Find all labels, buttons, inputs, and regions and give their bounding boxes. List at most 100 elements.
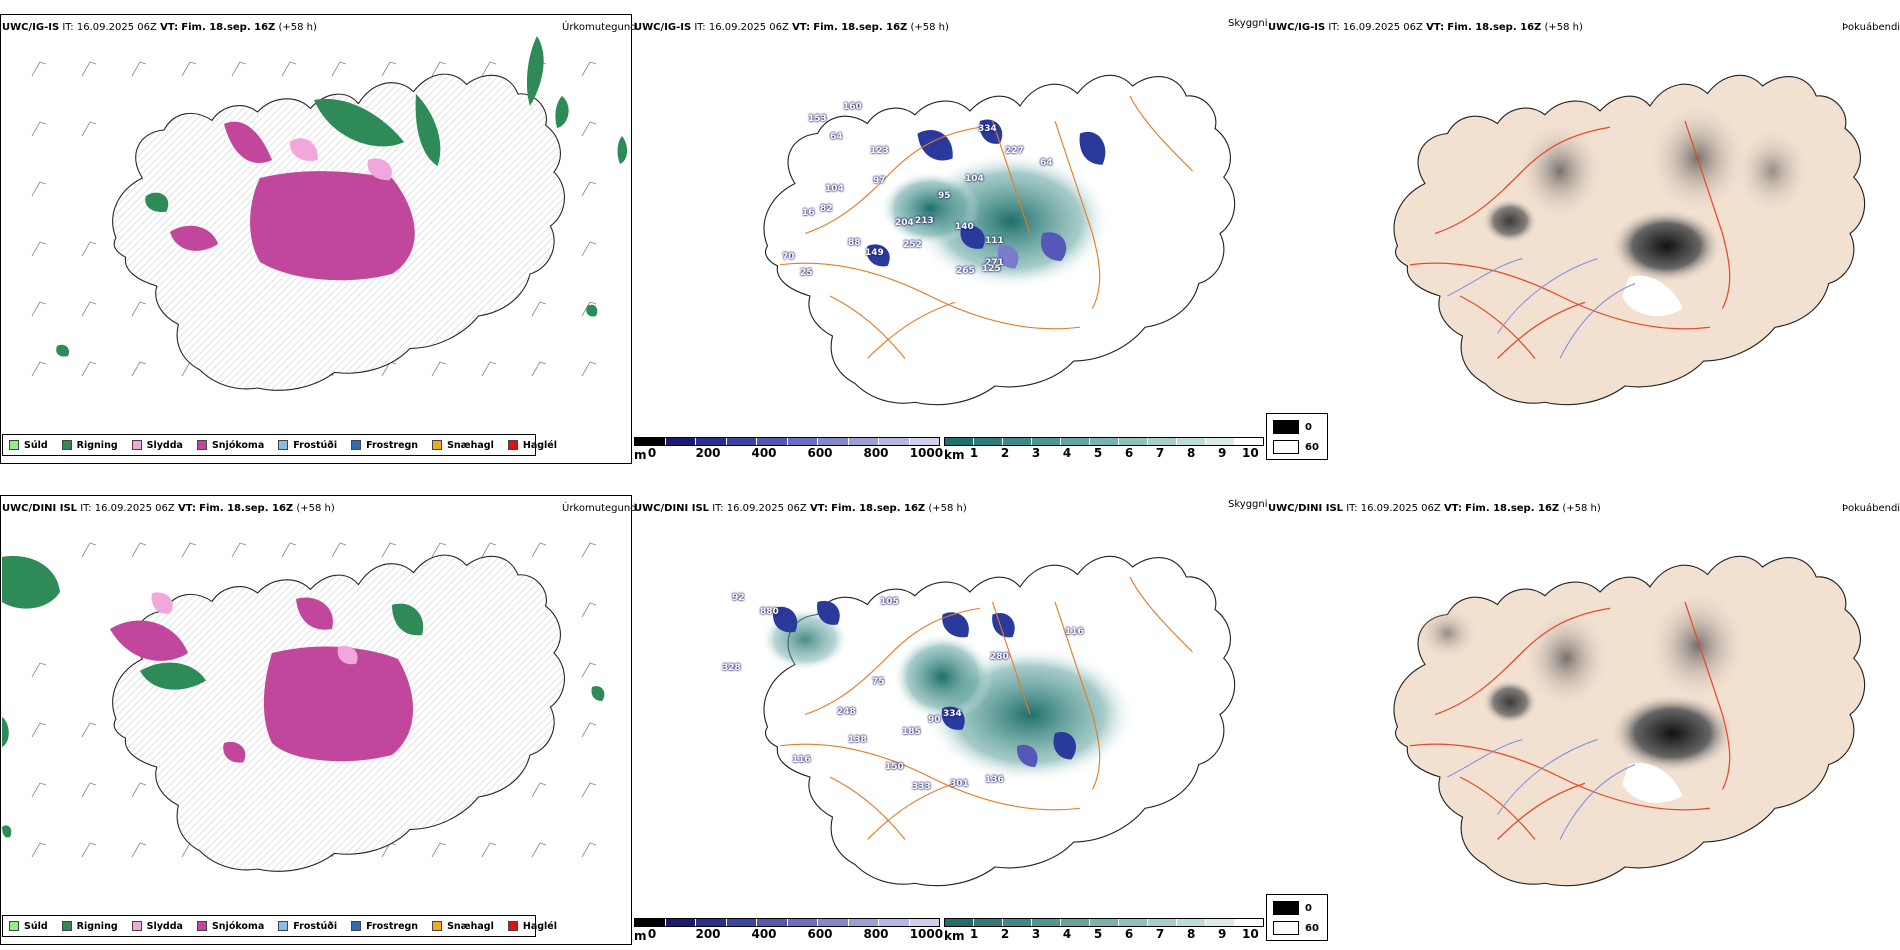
cloud-height-label: 153 [808, 114, 827, 124]
legend-item: Súld [9, 921, 48, 932]
map-fog-top [1393, 74, 1866, 406]
title-cloud-bottom: Skyggni [1228, 499, 1268, 510]
cloud-height-label: 880 [760, 607, 779, 617]
legend-item: Snæhagl [432, 440, 494, 451]
cloud-height-label: 138 [848, 735, 867, 745]
title-precip-bottom: Úrkomutegund [562, 503, 637, 514]
legend-item: Snjókoma [196, 440, 264, 451]
cloud-height-label: 150 [885, 762, 904, 772]
cloud-height-label: 333 [912, 782, 931, 792]
map-cloud-bottom [761, 555, 1236, 887]
height-unit: m [634, 929, 647, 943]
tick: 6 [1124, 927, 1134, 941]
fog-swatch [1273, 921, 1299, 935]
legend-swatch [61, 921, 72, 931]
tick: 8 [1186, 927, 1196, 941]
legend-item: Haglél [507, 440, 557, 451]
visibility-colorbar-cells [944, 437, 1264, 446]
legend-item: Frostregn [351, 440, 418, 451]
legend-item: Frostregn [351, 921, 418, 932]
tick: 3 [1031, 927, 1041, 941]
header-cloud-bottom: UWC/DINI ISL IT: 16.09.2025 06Z VT: Fim.… [634, 503, 967, 514]
precip-legend-bottom: Súld Rigning Slydda Snjókoma Frostúði Fr… [2, 915, 557, 937]
height-colorbar-cells [634, 918, 940, 927]
cloud-height-label: 185 [902, 727, 921, 737]
tick: 10 [1242, 446, 1259, 460]
legend-swatch [351, 440, 362, 450]
tick: 8 [1186, 446, 1196, 460]
height-unit: m [634, 448, 647, 462]
legend-swatch [9, 440, 19, 450]
tick: 5 [1093, 446, 1103, 460]
cloud-height-label: 16 [802, 208, 815, 218]
cloud-height-label: 301 [950, 779, 969, 789]
title-fog-top: Þokuábendi [1842, 22, 1900, 33]
cloud-height-label: 149 [865, 248, 884, 258]
cloud-height-label: 104 [825, 184, 844, 194]
tick: 800 [863, 446, 889, 460]
tick: 10 [1242, 927, 1259, 941]
visibility-unit: km [944, 929, 965, 943]
tick: 1 [969, 446, 979, 460]
legend-item: Rigning [61, 921, 118, 932]
tick: 2 [1000, 927, 1010, 941]
visibility-colorbar-bottom: km 1 2 3 4 5 6 7 8 9 10 [944, 918, 1264, 943]
cloud-height-label: 334 [978, 124, 997, 134]
title-precip-top: Úrkomutegund [562, 22, 637, 33]
cloud-height-label: 213 [915, 216, 934, 226]
cloud-height-label: 75 [872, 677, 885, 687]
cloud-height-label: 136 [985, 775, 1004, 785]
precip-legend-top: Súld Rigning Slydda Snjókoma Frostúði Fr… [2, 434, 557, 456]
map-cloud-top [763, 74, 1236, 406]
cloud-height-label: 90 [928, 715, 941, 725]
tick: 7 [1155, 446, 1165, 460]
cloud-height-label: 92 [732, 593, 745, 603]
fog-swatch [1273, 440, 1299, 454]
visibility-unit: km [944, 448, 965, 462]
visibility-colorbar-cells [944, 918, 1264, 927]
cloud-height-label: 252 [903, 240, 922, 250]
cloud-labels-top: 153 160 64 123 97 104 82 16 88 70 25 149 252 213 204 95… [660, 36, 1260, 426]
height-colorbar-cells [634, 437, 940, 446]
tick: 0 [647, 927, 657, 941]
legend-swatch [131, 440, 142, 450]
tick: 800 [863, 927, 889, 941]
cloud-height-label: 227 [1005, 146, 1024, 156]
header-precip-top: UWC/IG-IS IT: 16.09.2025 06Z VT: Fim. 18… [2, 22, 317, 33]
legend-swatch [507, 440, 518, 450]
map-precip-bottom [2, 542, 605, 872]
visibility-colorbar-top: km 1 2 3 4 5 6 7 8 9 10 [944, 437, 1264, 462]
cloud-height-label: 271 [985, 258, 1004, 268]
map-precip-top [31, 36, 628, 391]
legend-swatch [196, 440, 207, 450]
legend-item: Rigning [61, 440, 118, 451]
fog-legend-bottom: 0 60 [1266, 894, 1328, 941]
cloud-labels-bottom: 92 880 328 105 75 248 138 150 333 301 90 185 334 280 1… [660, 517, 1260, 907]
title-cloud-top: Skyggni [1228, 18, 1268, 29]
fog-swatch [1273, 901, 1299, 915]
tick: 600 [807, 927, 833, 941]
tick: 7 [1155, 927, 1165, 941]
header-fog-bottom: UWC/DINI ISL IT: 16.09.2025 06Z VT: Fim.… [1268, 503, 1601, 514]
legend-swatch [278, 921, 289, 931]
cloud-height-label: 64 [830, 132, 843, 142]
legend-item: Slydda [131, 440, 183, 451]
cloud-height-label: 95 [938, 191, 951, 201]
tick: 4 [1062, 927, 1072, 941]
cloud-height-label: 116 [792, 755, 811, 765]
legend-item: Súld [9, 440, 48, 451]
fog-legend-top: 0 60 [1266, 413, 1328, 460]
cloud-height-label: 82 [820, 204, 833, 214]
cloud-height-label: 88 [848, 238, 861, 248]
cloud-height-label: 25 [800, 268, 813, 278]
legend-item: Frostúði [278, 440, 337, 451]
legend-swatch [507, 921, 518, 931]
cloud-height-label: 125 [982, 264, 1001, 274]
tick: 600 [807, 446, 833, 460]
cloud-height-label: 280 [990, 652, 1009, 662]
cloud-height-label: 248 [837, 707, 856, 717]
tick: 9 [1217, 927, 1227, 941]
tick: 1000 [909, 446, 944, 460]
legend-swatch [432, 921, 443, 931]
legend-swatch [351, 921, 362, 931]
